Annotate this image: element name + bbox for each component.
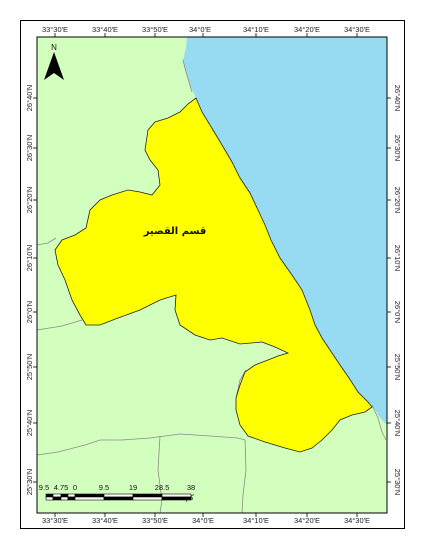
bottom-label: 34°30'E [344,516,370,525]
top-label: 33°50'E [142,25,168,34]
right-label: 25°50'N [393,354,402,381]
red-sea [183,37,387,425]
left-label: 26°10'N [25,245,34,272]
left-label: 26°20'N [25,187,34,214]
left-label: 26°0'N [25,301,34,323]
scale-label: 4.75 [54,483,69,492]
bottom-label: 34°20'E [294,516,320,525]
top-label: 34°10'E [243,25,269,34]
north-letter: N [51,43,57,52]
bottom-label: 33°50'E [142,516,168,525]
left-latitude-labels: 26°40'N 26°30'N 26°20'N 26°10'N 26°0'N 2… [25,85,34,496]
top-label: 34°0'E [189,25,211,34]
left-label: 25°40'N [25,410,34,437]
right-label: 26°30'N [393,135,402,162]
north-arrow-icon: N [44,43,64,80]
scale-label: 9.5 [39,483,49,492]
scale-bar: 9.5 4.75 0 9.5 19 28.5 38 كم [39,483,195,502]
right-label: 25°30'N [393,469,402,496]
left-label: 26°30'N [25,135,34,162]
scale-label: 9.5 [99,483,109,492]
graticule-ticks [33,33,391,517]
top-label: 33°40'E [92,25,118,34]
scale-label: 38 [187,483,195,492]
bottom-label: 33°30'E [42,516,68,525]
right-label: 26°20'N [393,187,402,214]
right-label: 25°40'N [393,410,402,437]
top-longitude-labels: 33°30'E 33°40'E 33°50'E 34°0'E 34°10'E 3… [42,25,370,34]
left-label: 25°30'N [25,469,34,496]
region-label: قسم القصير [143,226,207,237]
right-label: 26°0'N [393,301,402,323]
scale-unit: كم [185,493,194,502]
qusayr-region [54,97,373,453]
scale-label: 28.5 [155,483,170,492]
scale-label: 0 [73,483,77,492]
left-label: 26°40'N [25,85,34,112]
top-label: 34°30'E [344,25,370,34]
bottom-longitude-labels: 33°30'E 33°40'E 33°50'E 34°0'E 34°10'E 3… [42,516,370,525]
bottom-label: 33°40'E [92,516,118,525]
right-label: 26°10'N [393,245,402,272]
right-label: 26°40'N [393,85,402,112]
district-boundaries [36,59,387,514]
scale-label: 19 [129,483,137,492]
right-latitude-labels: 26°40'N 26°30'N 26°20'N 26°10'N 26°0'N 2… [393,85,402,496]
top-label: 34°20'E [294,25,320,34]
top-label: 33°30'E [42,25,68,34]
map-frame [36,36,388,514]
bottom-label: 34°0'E [192,516,214,525]
bottom-label: 34°10'E [243,516,269,525]
outer-frame [20,20,405,529]
left-label: 25°50'N [25,354,34,381]
